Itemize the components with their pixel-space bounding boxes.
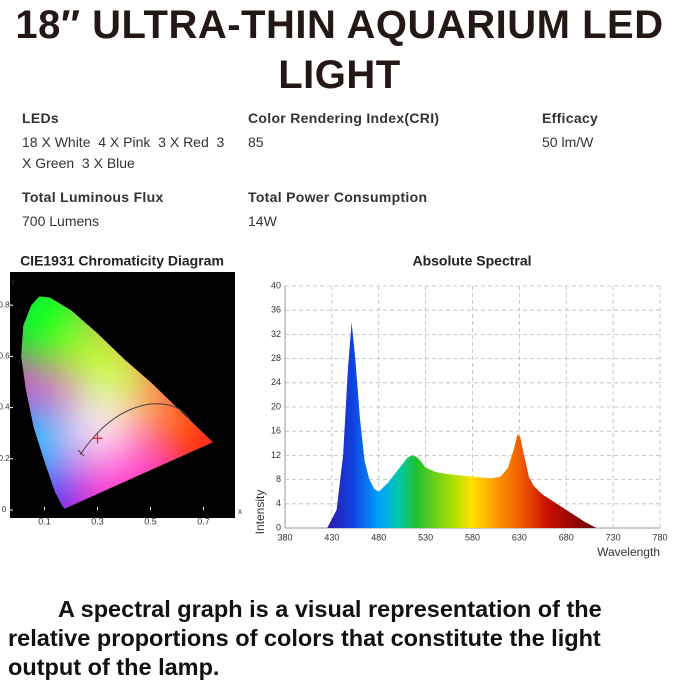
x-tick-label: 0.3	[91, 516, 104, 526]
white-point	[92, 433, 103, 444]
spec-label: Efficacy	[542, 110, 599, 126]
x-tick-label: 0.5	[144, 516, 157, 526]
x-tick-label: 580	[465, 532, 480, 542]
spec-label: LEDs	[22, 110, 59, 126]
x-tick-label: 0.7	[197, 516, 210, 526]
y-tick-label: 24	[271, 377, 281, 387]
x-axis-label: Wavelength	[597, 545, 660, 559]
x-tick-label: 630	[512, 532, 527, 542]
charts: CIE1931 Chromaticity Diagram 0.1 0.3 0.5 0.7…	[0, 253, 668, 559]
spec: Color Rendering Index(CRI) 85	[248, 110, 488, 153]
footer-text: A spectral graph is a visual representat…	[8, 596, 602, 680]
spectrum-area	[327, 322, 597, 528]
y-tick-label: 20	[271, 401, 281, 411]
y-tick-label: 0.8	[0, 300, 10, 309]
y-axis-label: Intensity	[253, 490, 267, 535]
spec-value: 14W	[248, 213, 277, 229]
spec-value: 85	[248, 134, 264, 150]
spec: Total Power Consumption 14W	[248, 189, 488, 232]
title: 18″ ULTRA-THIN AQUARIUM LED LIGHT	[15, 3, 664, 97]
spec-label: Total Luminous Flux	[22, 189, 164, 205]
y-tick-label: 12	[271, 450, 281, 460]
y-tick-label: 8	[276, 474, 281, 484]
locus-end	[77, 449, 85, 457]
x-tick-label: 730	[606, 532, 621, 542]
x-tick-label: 780	[652, 532, 667, 542]
y-tick-label: 32	[271, 329, 281, 339]
y-tick-label: 40	[271, 280, 281, 290]
spec: LEDs 18 X White 4 X Pink 3 X Red 3 X Gre…	[22, 110, 232, 174]
spec-label: Total Power Consumption	[248, 189, 428, 205]
chart-title: Absolute Spectral	[412, 253, 531, 269]
x-tick-label: 380	[277, 532, 292, 542]
y-tick-label: 0.4	[0, 403, 10, 412]
y-tick-label: 0	[276, 522, 281, 532]
spec-value: 700 Lumens	[22, 213, 100, 229]
y-tick-label: 0.6	[0, 352, 10, 361]
y-tick-label: 28	[271, 353, 281, 363]
y-tick-label: 36	[271, 305, 281, 315]
spec-label: Color Rendering Index(CRI)	[248, 110, 440, 126]
spec-value: 50 lm/W	[542, 134, 594, 150]
y-tick-label: 0.2	[0, 454, 10, 463]
spec: Efficacy 50 lm/W	[542, 110, 672, 153]
x-axis-label: x	[238, 507, 242, 516]
y-tick-label: 4	[276, 498, 281, 508]
x-tick-label: 480	[371, 532, 386, 542]
x-tick-label: 0.1	[38, 516, 51, 526]
planckian-locus	[79, 403, 191, 456]
x-tick-label: 430	[324, 532, 339, 542]
chart-title: CIE1931 Chromaticity Diagram	[20, 253, 224, 269]
spec: Total Luminous Flux 700 Lumens	[22, 189, 232, 232]
x-tick-label: 680	[559, 532, 574, 542]
y-tick-label: 0	[2, 505, 7, 514]
spec-value: 18 X White 4 X Pink 3 X Red 3 X Green 3 …	[22, 134, 229, 171]
y-axis-label: y	[11, 277, 15, 286]
y-tick-label: 16	[271, 426, 281, 436]
x-tick-label: 530	[418, 532, 433, 542]
